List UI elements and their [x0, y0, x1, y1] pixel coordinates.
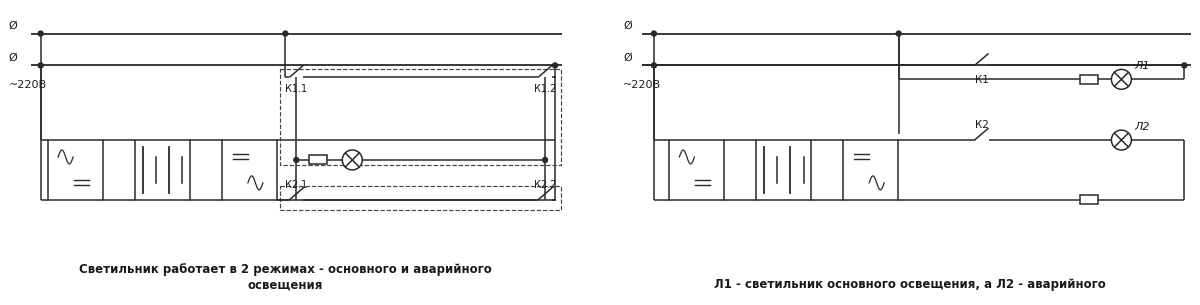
Circle shape — [1182, 63, 1187, 68]
Text: Ø: Ø — [8, 52, 18, 63]
Circle shape — [1111, 130, 1132, 150]
Text: ~220В: ~220В — [8, 80, 47, 90]
Bar — [48, 140, 103, 200]
Circle shape — [1111, 69, 1132, 89]
Circle shape — [342, 150, 362, 170]
Bar — [756, 140, 811, 200]
Circle shape — [38, 63, 43, 68]
Text: Ø: Ø — [623, 52, 631, 63]
Text: Светильник работает в 2 режимах - основного и аварийного
освещения: Светильник работает в 2 режимах - основн… — [79, 263, 492, 291]
Text: ~220В: ~220В — [623, 80, 661, 90]
Text: Л1 - светильник основного освещения, а Л2 - аварийного: Л1 - светильник основного освещения, а Л… — [714, 278, 1105, 291]
Text: Л2: Л2 — [1134, 122, 1150, 132]
Bar — [1080, 195, 1098, 204]
Text: К1.1: К1.1 — [286, 84, 307, 94]
Circle shape — [542, 157, 547, 163]
Circle shape — [294, 157, 299, 163]
Text: К2: К2 — [974, 120, 989, 130]
Circle shape — [38, 31, 43, 36]
Circle shape — [896, 31, 901, 36]
Text: К1: К1 — [974, 75, 989, 85]
Bar — [844, 140, 898, 200]
Text: К1.2: К1.2 — [534, 84, 556, 94]
Circle shape — [552, 63, 558, 68]
Bar — [222, 140, 277, 200]
Text: Л1: Л1 — [1134, 61, 1150, 71]
Text: К2.1: К2.1 — [286, 180, 307, 190]
Text: Ø: Ø — [8, 20, 18, 31]
Circle shape — [652, 31, 656, 36]
Bar — [310, 156, 328, 164]
Circle shape — [652, 63, 656, 68]
Bar — [136, 140, 190, 200]
Bar — [1080, 75, 1098, 84]
Text: Ø: Ø — [623, 20, 631, 31]
Text: К2.2: К2.2 — [534, 180, 557, 190]
Circle shape — [283, 31, 288, 36]
Bar — [670, 140, 725, 200]
